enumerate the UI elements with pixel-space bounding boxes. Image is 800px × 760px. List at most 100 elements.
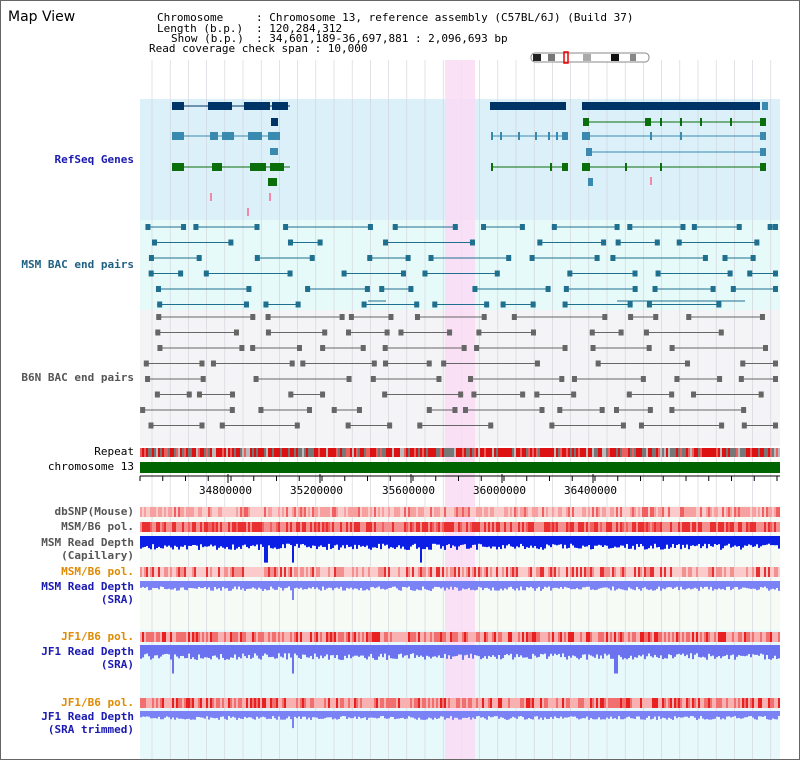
- track-label-refseq[interactable]: RefSeq Genes: [54, 153, 134, 166]
- depth-bar: [196, 581, 198, 589]
- heat-cell: [338, 567, 340, 577]
- repeat-segment: [598, 448, 600, 457]
- track-label-msm-bac[interactable]: MSM BAC end pairs: [21, 258, 134, 271]
- heat-cell: [584, 567, 586, 577]
- repeat-segment: [416, 448, 418, 457]
- repeat-segment: [772, 448, 774, 457]
- bac-end: [563, 286, 569, 292]
- depth-bar: [324, 581, 326, 590]
- depth-bar: [280, 645, 282, 657]
- heat-cell: [240, 632, 242, 642]
- heat-cell: [692, 632, 694, 642]
- heat-cell: [718, 567, 720, 577]
- heat-cell: [764, 632, 766, 642]
- heat-cell: [638, 522, 640, 532]
- depth-bar: [604, 581, 606, 588]
- heat-cell: [530, 567, 532, 577]
- depth-bar: [734, 536, 736, 546]
- heat-cell: [284, 522, 286, 532]
- repeat-segment: [582, 448, 584, 457]
- depth-bar: [656, 645, 658, 658]
- depth-bar: [504, 581, 506, 589]
- depth-bar: [678, 536, 680, 545]
- repeat-segment: [250, 448, 252, 457]
- heat-cell: [700, 522, 702, 532]
- depth-bar: [448, 581, 450, 590]
- heat-cell: [236, 507, 238, 517]
- depth-bar: [622, 645, 624, 660]
- heat-cell: [246, 567, 248, 577]
- repeat-segment: [372, 448, 374, 457]
- repeat-segment: [768, 448, 770, 457]
- heat-cell: [746, 632, 748, 642]
- depth-bar: [744, 536, 746, 546]
- repeat-segment: [394, 448, 396, 457]
- depth-bar: [300, 711, 302, 719]
- depth-bar: [332, 581, 334, 591]
- heat-cell: [178, 567, 180, 577]
- depth-bar: [218, 711, 220, 720]
- depth-bar: [494, 645, 496, 657]
- repeat-segment: [374, 448, 376, 457]
- heat-cell: [194, 632, 196, 642]
- heat-cell: [224, 632, 226, 642]
- heat-cell: [452, 567, 454, 577]
- heat-cell: [722, 698, 724, 708]
- repeat-segment: [242, 448, 244, 457]
- heat-cell: [626, 522, 628, 532]
- depth-bar: [730, 581, 732, 591]
- heat-cell: [228, 507, 230, 517]
- heat-cell: [564, 522, 566, 532]
- heat-cell: [656, 632, 658, 642]
- depth-bar: [410, 581, 412, 591]
- heat-cell: [484, 522, 486, 532]
- heat-cell: [230, 698, 232, 708]
- heat-cell: [162, 698, 164, 708]
- depth-bar: [496, 711, 498, 717]
- heat-cell: [662, 698, 664, 708]
- heat-cell: [542, 522, 544, 532]
- depth-bar: [584, 581, 586, 588]
- heat-cell: [470, 507, 472, 517]
- heat-cell: [438, 632, 440, 642]
- repeat-segment: [660, 448, 662, 457]
- heat-cell: [658, 632, 660, 642]
- depth-bar: [536, 645, 538, 658]
- depth-bar: [372, 711, 374, 718]
- depth-bar: [230, 581, 232, 591]
- heat-cell: [166, 567, 168, 577]
- heat-cell: [238, 698, 240, 708]
- chromosome-ideogram[interactable]: [530, 51, 650, 64]
- length-value: : 120,284,312: [256, 22, 343, 35]
- depth-bar: [628, 645, 630, 658]
- bac-end: [476, 329, 482, 336]
- depth-bar: [208, 645, 210, 658]
- depth-bar: [486, 645, 488, 659]
- depth-bar: [320, 536, 322, 546]
- repeat-segment: [482, 448, 484, 457]
- heat-cell: [620, 632, 622, 642]
- depth-bar: [692, 645, 694, 660]
- heat-cell: [294, 632, 296, 642]
- heat-cell: [648, 522, 650, 532]
- depth-bar: [248, 581, 250, 589]
- heat-cell: [588, 567, 590, 577]
- heat-cell: [254, 522, 256, 532]
- depth-bar: [730, 645, 732, 656]
- track-label-b6n-bac[interactable]: B6N BAC end pairs: [21, 371, 134, 384]
- depth-bar: [230, 711, 232, 718]
- depth-bar: [266, 645, 268, 655]
- heat-cell: [204, 522, 206, 532]
- depth-bar: [466, 711, 468, 719]
- depth-bar: [480, 581, 482, 588]
- depth-bar: [252, 711, 254, 719]
- depth-bar: [332, 645, 334, 656]
- heat-cell: [504, 522, 506, 532]
- depth-bar: [506, 711, 508, 720]
- bac-end: [408, 286, 414, 292]
- depth-bar: [328, 711, 330, 718]
- heat-cell: [530, 507, 532, 517]
- depth-bar: [200, 536, 202, 545]
- repeat-segment: [564, 448, 566, 457]
